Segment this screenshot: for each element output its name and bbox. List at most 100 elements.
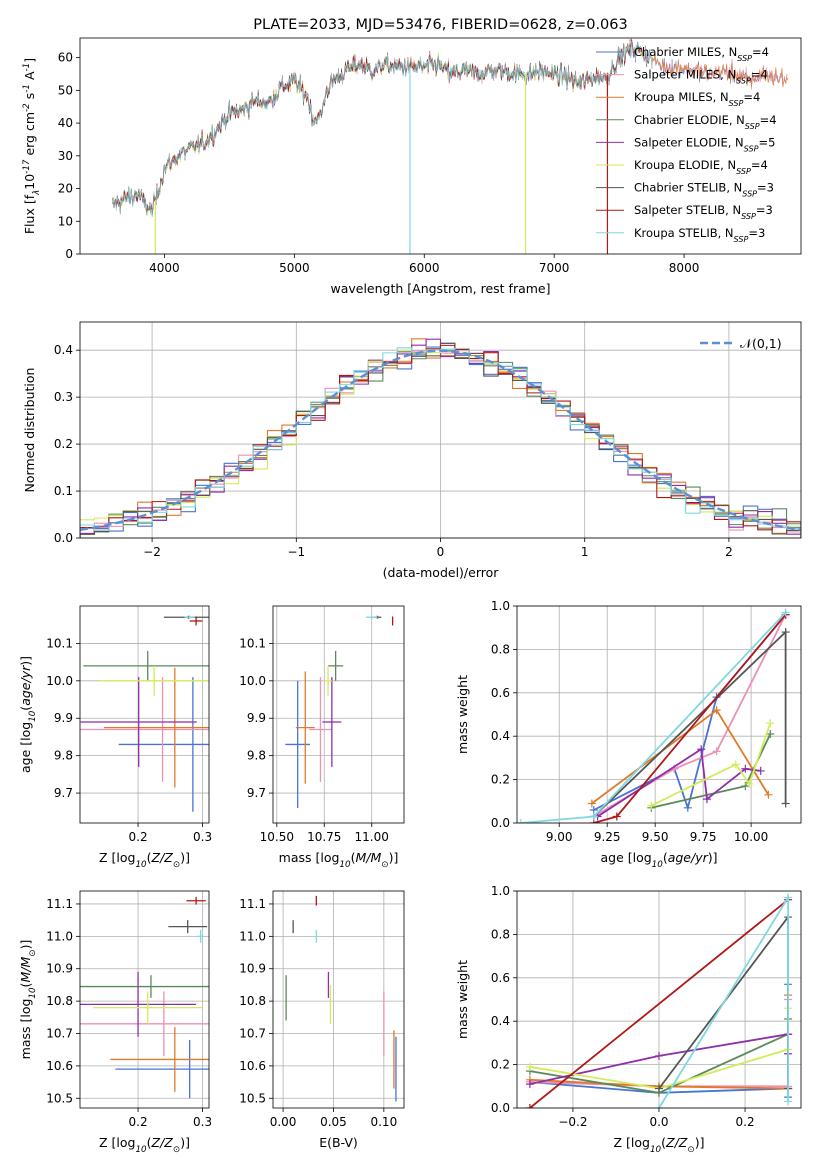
spectrum-line-kroupa-elodie (112, 40, 646, 217)
weight_vs_age-axes: 9.00 9.25 9.50 9.75 10.00 0.0 0.2 0.4 0.6 0.8 1.0 a… (455, 599, 801, 870)
mass_vs_ebv-frame (272, 890, 405, 1109)
spectrum-line-kroupa-stelib (112, 40, 653, 218)
weight-marker (702, 795, 711, 804)
x-axis-label: wavelength [Angstrom, rest frame] (330, 281, 550, 296)
y-tick-label: 10.1 (46, 636, 73, 650)
y-tick-label: 10.0 (239, 674, 266, 688)
mass_vs_Z-frame (79, 890, 210, 1109)
y-tick-label: 0.2 (54, 437, 73, 451)
y-tick-label: 30 (58, 149, 73, 163)
x-tick-label: 0.2 (129, 830, 148, 844)
y-tick-label: 0.0 (491, 1101, 510, 1115)
x-tick-label: 10.75 (307, 830, 341, 844)
legend-label: Kroupa MILES, NSSP=4 (634, 90, 760, 108)
y-tick-label: 10.6 (46, 1059, 73, 1073)
mass_vs_ebv-plot (285, 895, 397, 1102)
weight-marker (766, 730, 775, 739)
x-tick-label: 8000 (669, 261, 700, 275)
weight-marker (756, 766, 765, 775)
weight-line-kroupa-stelib (658, 894, 789, 1108)
x-axis-label: (data-model)/error (383, 565, 500, 580)
y-tick-label: 0.1 (54, 484, 73, 498)
weight-marker (655, 1051, 663, 1060)
weight-marker (587, 799, 596, 808)
legend-label: Kroupa STELIB, NSSP=3 (634, 226, 765, 244)
x-tick-label: 0 (437, 545, 445, 559)
residual-legend: 𝒩(0,1) (700, 336, 782, 351)
y-tick-label: 9.8 (247, 749, 266, 763)
y-tick-label: 10.5 (46, 1091, 73, 1105)
weight-marker (764, 790, 773, 799)
x-tick-label: 11.00 (355, 830, 389, 844)
y-tick-label: 0.8 (491, 642, 510, 656)
weight-marker (766, 719, 775, 728)
x-axis-label: mass [log10(M/M⊙)] (279, 850, 399, 870)
y-tick-label: 20 (58, 182, 73, 196)
age_vs_mass-frame (272, 605, 405, 824)
y-tick-label: 10.5 (239, 1091, 266, 1105)
x-tick-label: −1 (287, 545, 305, 559)
y-tick-label: 10.0 (46, 674, 73, 688)
weight-marker (525, 1104, 534, 1108)
weight-marker (525, 1080, 534, 1089)
y-tick-label: 1.0 (491, 884, 510, 898)
y-tick-label: 0 (65, 247, 73, 261)
y-tick-label: 10.8 (239, 994, 266, 1008)
weight-marker (525, 1062, 534, 1071)
residuals-frame (79, 321, 802, 539)
x-axis-label: age [log10(age/yr)] (600, 850, 717, 870)
legend-label: Salpeter STELIB, NSSP=3 (634, 203, 773, 221)
x-tick-label: 6000 (409, 261, 440, 275)
weight_vs_Z-frame (516, 890, 802, 1109)
y-tick-label: 1.0 (491, 599, 510, 613)
weight-marker (655, 1104, 663, 1108)
mass_vs_ebv-axes: 0.00 0.05 0.10 10.5 10.6 10.7 10.8 10.9 11.0 11.1… (239, 891, 404, 1150)
x-tick-label: 1 (581, 545, 589, 559)
weight-line-chabrier-stelib (593, 629, 787, 818)
weight-marker (784, 1097, 793, 1106)
age_vs_mass-axes: 10.50 10.75 11.00 9.7 9.8 9.9 10.0 10.1 mass [lo… (239, 606, 404, 870)
legend-label: Chabrier ELODIE, NSSP=4 (634, 113, 777, 131)
y-tick-label: 11.1 (239, 897, 266, 911)
y-axis-label: mass weight (455, 675, 470, 754)
x-tick-label: 0.10 (370, 1115, 397, 1129)
x-tick-label: 9.25 (594, 830, 621, 844)
x-axis-label: Z [log10(Z/Z⊙)] (99, 1135, 190, 1155)
y-tick-label: 50 (58, 83, 73, 97)
mass_vs_Z-plot (80, 896, 209, 1099)
y-tick-label: 0.2 (491, 1058, 510, 1072)
y-tick-label: 0.4 (54, 343, 73, 357)
x-tick-label: 0.2 (736, 1115, 755, 1129)
age_vs_mass-plot (285, 615, 394, 809)
y-tick-label: 11.1 (46, 897, 73, 911)
y-tick-label: 11.0 (46, 929, 73, 943)
x-tick-label: 0.00 (270, 1115, 297, 1129)
weight-line-salpeter-stelib (593, 614, 787, 823)
y-tick-label: 0.0 (491, 816, 510, 830)
y-tick-label: 0.0 (54, 531, 73, 545)
spectrum-legend: Chabrier MILES, NSSP=4 Salpeter MILES, NS… (596, 45, 777, 243)
x-tick-label: 0.05 (320, 1115, 347, 1129)
y-axis-label: age [log10(age/yr)] (18, 656, 38, 773)
chart-title: PLATE=2033, MJD=53476, FIBERID=0628, z=0… (253, 17, 627, 33)
x-tick-label: 7000 (539, 261, 570, 275)
x-tick-label: 9.75 (690, 830, 717, 844)
y-tick-label: 40 (58, 116, 73, 130)
mass_vs_Z-axes: 0.2 0.3 10.5 10.6 10.7 10.8 10.9 11.0 11.1 Z [log… (18, 891, 212, 1155)
y-tick-label: 11.0 (239, 929, 266, 943)
weight-line-kroupa-stelib (520, 611, 787, 823)
y-axis-label: Flux [fλ10-17 erg cm-2 s-1 A-1] (22, 58, 42, 234)
y-axis-label: Normed distribution (22, 368, 37, 493)
x-axis-label: Z [log10(Z/Z⊙)] (614, 1135, 705, 1155)
x-tick-label: 10.00 (734, 830, 768, 844)
x-axis-label: E(B-V) (319, 1135, 358, 1150)
weight-marker (781, 799, 790, 808)
x-tick-label: 10.50 (260, 830, 294, 844)
residuals-plot (80, 338, 801, 538)
x-tick-label: 0.2 (129, 1115, 148, 1129)
x-tick-label: 9.00 (546, 830, 573, 844)
x-tick-label: 9.50 (642, 830, 669, 844)
y-tick-label: 10.9 (239, 962, 266, 976)
legend-label: Salpeter MILES, NSSP=4 (634, 68, 768, 86)
y-tick-label: 0.6 (491, 971, 510, 985)
